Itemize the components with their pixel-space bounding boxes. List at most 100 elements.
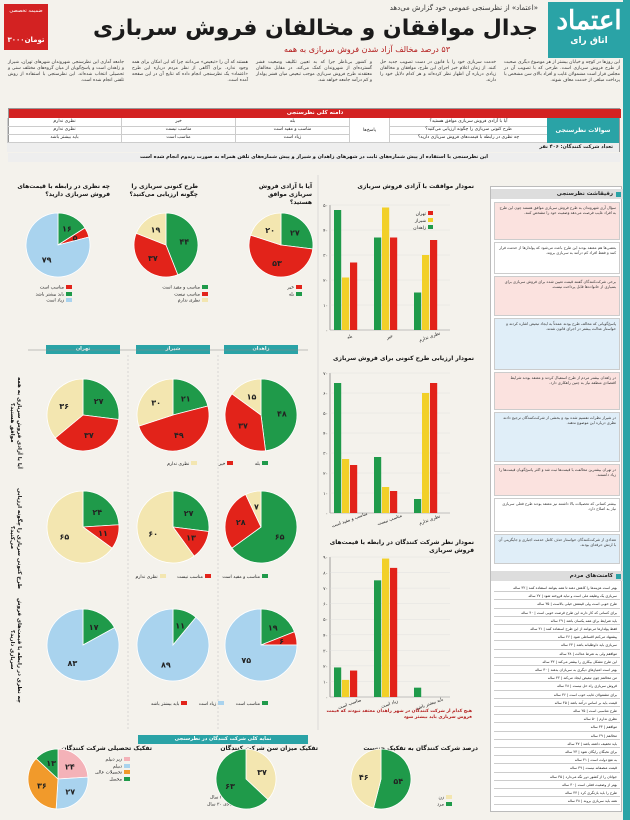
bar3-tick: ۰ [326, 696, 328, 701]
bar2-bar [430, 383, 438, 513]
bar3-bar [342, 679, 350, 697]
bar3-bar [374, 580, 382, 697]
bar2-bar [422, 393, 430, 513]
row3-label: چه نظری در رابطه با قیمت‌های فروش سربازی… [9, 597, 22, 703]
pie-gender-label: ۴۶ [359, 773, 369, 782]
comment-item: باید شرایط برای همه یکسان باشد | ۲۹ ساله [494, 616, 620, 625]
intro-col-2: خدمت سربازی خود را با قانون در دست تصویب… [380, 60, 496, 83]
pie-edu-label: ۲۷ [65, 787, 75, 796]
bar3-tick: ۲۰ [323, 665, 328, 670]
pie-tehran-r1-slice [46, 378, 84, 439]
highlight-box: بعضی‌ها هم معتقد بودند این طرح باعث می‌ش… [494, 242, 620, 274]
question-3: چه نظری در رابطه با قیمت‌های فروش سربازی… [389, 134, 547, 143]
pie-q2-slice [133, 232, 179, 278]
bar3-bar [350, 670, 358, 697]
comment-item: فروش سربازی راه حل نیست | ۲۸ ساله [494, 682, 620, 691]
bar2-tick: ۰ [326, 512, 328, 517]
demo-gender-title: درصد شرکت کنندگان به تفکیک جنسیت [363, 745, 478, 752]
bar2-tick: ۲۰ [323, 472, 328, 477]
bar1-tick: ۵۰ [323, 204, 328, 209]
answer-1-2: خیر [121, 118, 235, 127]
pie-q2-slice [165, 212, 199, 276]
bar2-category: مناسب نیست [377, 514, 404, 528]
legend-item: مناسب نیست [148, 291, 208, 299]
legend-item: مناسب و مفید است [148, 285, 208, 292]
bar1-bar [374, 237, 382, 330]
bar3-tick: ۷۰ [323, 587, 328, 592]
pie-gender-label: ۵۴ [393, 777, 403, 786]
row2-label: طرح کنونی سربازی را چگونه ارزیابی می‌کنی… [9, 487, 22, 589]
demo-edu-legend: زیر دیپلم دیپلم تحصیلات عالی محصل [80, 757, 130, 783]
pie-zahedan-r1-label: ۱۵ [247, 392, 257, 401]
bar2-tick: ۴۰ [323, 432, 328, 437]
comment-item: این طرح مشکل بیکاری را بیشتر می‌کند | ۳۳… [494, 657, 620, 666]
bar3-tick: ۱۰ [323, 680, 328, 685]
section-header-comments: کامنت‌های مردم [491, 571, 623, 581]
question-2: طرح کنونی سربازی را چگونه ارزیابی می‌کنی… [389, 126, 547, 135]
logo-subtitle: اتاق رای [570, 36, 608, 46]
legend-item: خیر [262, 285, 302, 292]
bar1-title: نمودار موافقت با آزادی فروش سربازی [357, 183, 474, 190]
demo-gender-legend: زن مرد [412, 795, 452, 808]
pie-shiraz-r3-label: ۸۹ [161, 661, 171, 670]
comment-item: قیمت باید بر اساس درآمد باشد | ۴۵ ساله [494, 698, 620, 707]
bar1-legend-swatch [428, 225, 433, 229]
row1-label: آیا با آزادی فروش سربازی به همه موافق هس… [9, 377, 22, 469]
comment-item: سربازی باید داوطلبانه باشد | ۲۴ ساله [494, 641, 620, 650]
footnote: هیچ کدام از شرکت کنندگان در شهر زاهدان م… [326, 709, 472, 720]
pie-q2-label: ۳۷ [148, 254, 158, 263]
bar1-legend-label: زاهدان [413, 226, 426, 231]
pie-tehran-r1-label: ۳۶ [59, 402, 69, 411]
bar3-tick: ۵۰ [323, 618, 328, 623]
bar1-bar [390, 237, 398, 330]
demo-edu-title: تفکیک تحصیلی شرکت کنندگان [61, 745, 152, 752]
legend-item: نظری ندارم [135, 574, 166, 580]
price-value: ۳۰۰۰تومان [7, 36, 45, 44]
pie-zahedan-r1-slice [260, 378, 298, 452]
survey-label: سوالات نظرسنجی [547, 118, 619, 143]
pie-gender-slice [350, 748, 382, 809]
comment-item: قیمت منصفانه نیست | ۳۹ ساله [494, 764, 620, 773]
highlight-box: پاسخ‌گویانی که مخالف طرح بودند عمدتاً به… [494, 318, 620, 370]
pie-shiraz-r3-label: ۱۱ [175, 621, 185, 630]
pie-edu-slice [35, 748, 59, 780]
pie-zahedan-r3-slice [224, 608, 298, 682]
legend-item: باید بیشتر باشد [12, 291, 72, 299]
bar1-bar [382, 207, 390, 330]
pie-shiraz-r2-slice [172, 490, 210, 532]
pie-shiraz-r2-label: ۶۰ [148, 529, 158, 538]
bar3-tick: ۳۰ [323, 648, 328, 654]
pie-zahedan-r3-label: ۱۹ [268, 624, 278, 633]
pie-shiraz-r1-slice [138, 405, 210, 452]
intro-col-4: هستند که آن را «تبعیض» می‌دانند چرا که ا… [132, 60, 248, 83]
pie-edu-slice [27, 757, 59, 810]
section-title: رفیقاشت نظرسنجی [556, 191, 613, 197]
pie-zahedan-r3-slice [260, 608, 295, 646]
bar2-bar [382, 487, 390, 513]
pie-q1-title: آیا با آزادی فروش سربازی موافق هستید؟ [258, 183, 312, 206]
pie-q1-label: ۲۰ [265, 226, 275, 235]
pie-tehran-r1-slice [82, 378, 120, 420]
bottom-band: نمایه کلی شرکت کنندگان در نظرسنجی [138, 735, 308, 744]
bullet-icon [616, 192, 621, 197]
pie-tehran-r3-label: ۸۳ [67, 659, 77, 668]
pie-edu-slice [55, 776, 89, 810]
answer-3-2: مناسب است [121, 134, 235, 143]
logo[interactable]: اعتماد اتاق رای [548, 2, 630, 58]
bar3-bar [382, 558, 390, 697]
comment-item: نظری ندارم | ۵۰ ساله [494, 715, 620, 724]
logo-text: اعتماد [556, 6, 622, 36]
bar1-legend-label: شیراز [414, 219, 426, 224]
bar1-bar [430, 240, 438, 330]
comment-item: موافقم | ۳۴ ساله [494, 723, 620, 732]
pie-zahedan-r1-label: ۴۸ [277, 410, 287, 419]
pie-age-label: ۶۳ [225, 782, 235, 791]
pie-q2-label: ۴۴ [179, 238, 189, 247]
bar1-legend-label: تهران [416, 212, 427, 217]
highlight-box: در زاهدان بیشتر مردم از طرح استقبال کردن… [494, 372, 620, 410]
highlight-box: بیشتر کسانی که تحصیلات بالا داشتند نیز م… [494, 498, 620, 532]
pie-q3-label: ۷۹ [42, 256, 52, 265]
pie-zahedan-r2-label: ۷ [254, 503, 259, 512]
pie-tehran-r1-label: ۲۷ [94, 397, 104, 406]
